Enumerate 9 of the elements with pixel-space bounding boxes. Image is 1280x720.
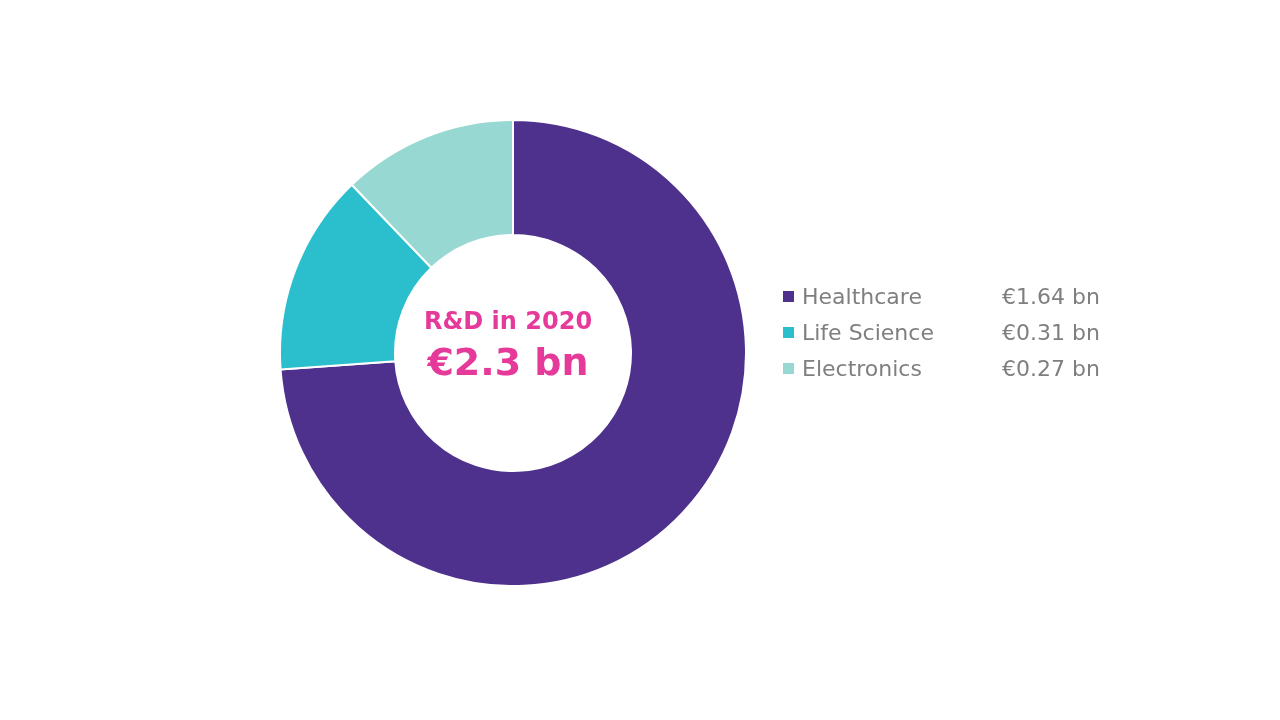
legend-label: Healthcare: [802, 283, 923, 309]
legend-label: Electronics: [802, 355, 923, 381]
legend-label: Life Science: [802, 319, 935, 345]
donut-slice: [279, 119, 747, 587]
text: R&D in 2020: [422, 306, 594, 337]
data-label: €0.27 bn: [1002, 355, 1100, 381]
data-label: €1.64 bn: [1002, 283, 1100, 309]
text: €2.3 bn: [426, 339, 590, 386]
data-label: €0.31 bn: [1002, 319, 1100, 345]
